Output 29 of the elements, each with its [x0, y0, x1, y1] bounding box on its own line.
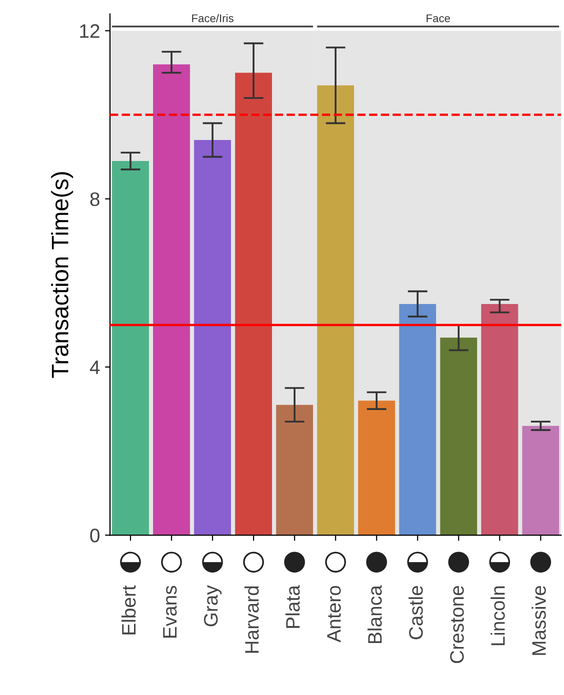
bar — [276, 404, 314, 536]
x-tick-label: Antero — [327, 586, 341, 642]
bar — [522, 426, 560, 536]
band-label: Face/Iris — [192, 14, 234, 22]
x-tick-label: Gray — [204, 585, 222, 626]
bar — [153, 64, 190, 536]
x-tick-label: Harvard — [244, 586, 259, 653]
y-axis-title: Transaction Time(s) — [51, 172, 74, 378]
bar — [481, 304, 518, 536]
y-tick-label: 0 — [90, 528, 100, 542]
y-tick-label: 12 — [80, 24, 100, 38]
x-tick-label: Elbert — [121, 585, 136, 634]
y-tick-label: 8 — [90, 192, 100, 206]
x-tick-label: Crestone — [450, 586, 464, 664]
x-tick-label: Massive — [532, 586, 546, 655]
bar — [194, 140, 231, 536]
bar — [235, 72, 272, 536]
x-tick-label: Lincoln — [490, 586, 505, 646]
x-tick-label: Castle — [408, 586, 423, 640]
x-tick-label: Plata — [286, 585, 300, 628]
bar — [112, 161, 149, 536]
bar — [358, 400, 396, 536]
band-label: Face — [426, 14, 450, 22]
bar — [317, 85, 354, 536]
y-tick-label: 4 — [90, 360, 100, 374]
x-tick-label: Evans — [163, 586, 177, 638]
bar — [399, 304, 436, 536]
bar — [440, 338, 478, 536]
x-tick-label: Blanca — [368, 585, 382, 644]
